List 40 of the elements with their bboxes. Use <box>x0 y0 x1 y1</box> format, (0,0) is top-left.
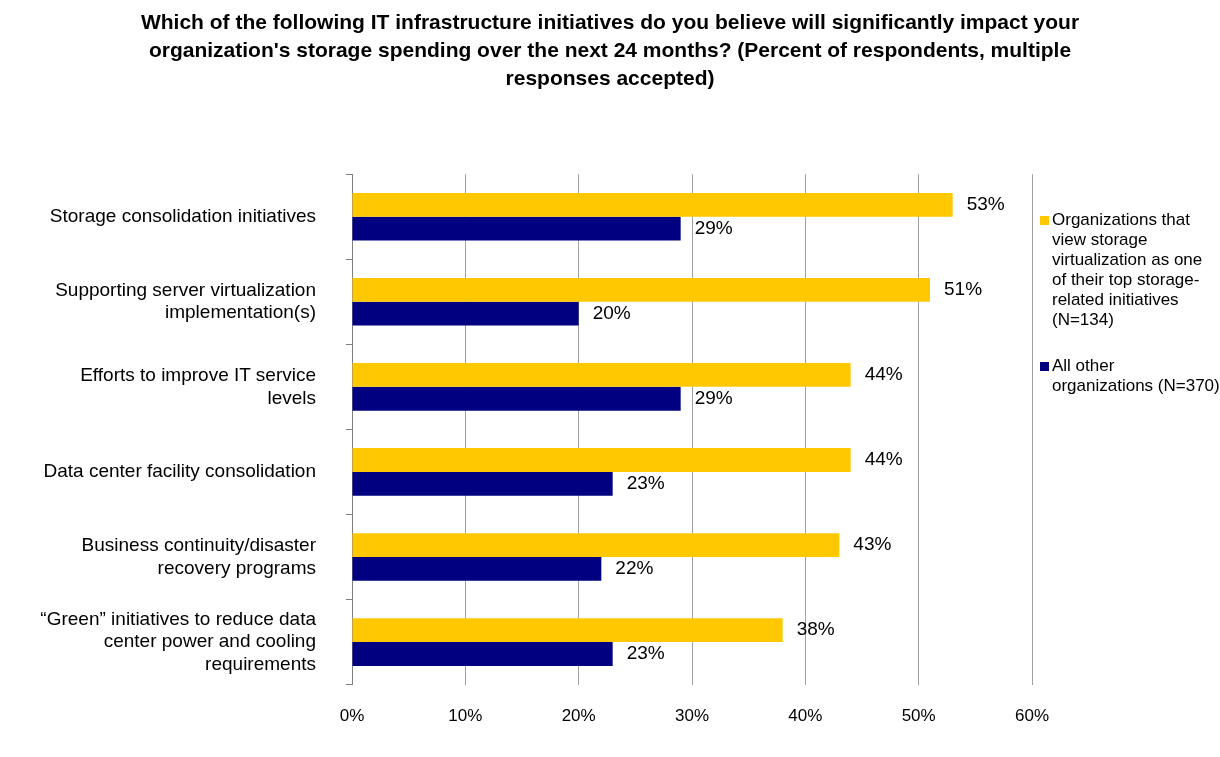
data-label: 53% <box>966 193 1005 215</box>
y-tick-label: Efforts to improve IT service levels <box>80 363 316 408</box>
bar <box>352 471 613 496</box>
legend-label: All other organizations (N=370) <box>1052 356 1220 396</box>
bar <box>352 448 851 472</box>
x-tick-label: 40% <box>788 706 823 726</box>
legend-label: Organizations that view storage virtualization as one of their top storage-related initiatives (N=134) <box>1052 210 1204 330</box>
x-tick-label: 60% <box>1014 706 1050 726</box>
data-label: 22% <box>615 557 654 579</box>
y-tick-label: Data center facility consolidation <box>43 460 316 482</box>
data-label: 29% <box>694 216 733 238</box>
bar <box>352 618 783 643</box>
x-tick-label: 20% <box>561 706 596 726</box>
bar <box>352 277 930 302</box>
bar <box>352 386 681 411</box>
x-tick-label: 50% <box>901 706 936 726</box>
bar <box>352 557 602 581</box>
data-label: 23% <box>626 642 665 664</box>
bar <box>352 192 953 217</box>
bar <box>352 216 681 241</box>
bar <box>352 642 613 666</box>
data-label: 38% <box>796 618 835 640</box>
y-tick-label: “Green” initiatives to reduce data center power and cooling requirements <box>40 607 317 675</box>
data-label: 23% <box>626 472 665 494</box>
data-label: 44% <box>864 448 903 470</box>
data-label: 20% <box>592 301 631 323</box>
data-label: 29% <box>694 387 733 409</box>
y-tick-label: Storage consolidation initiatives <box>49 204 316 226</box>
x-tick-label: 10% <box>448 706 483 726</box>
y-tick-label: Business continuity/disaster recovery programs <box>81 533 317 578</box>
data-label: 43% <box>853 533 892 555</box>
y-tick-label: Supporting server virtualization implementation(s) <box>55 278 316 323</box>
bar <box>352 301 579 326</box>
data-label: 51% <box>944 278 983 300</box>
bar <box>352 533 840 557</box>
bar <box>352 363 851 387</box>
x-tick-label: 30% <box>674 706 710 726</box>
chart-title: Which of the following IT infrastructure initiatives do you believe will significantly impact your organization's storage spending over the next 24 months? (Percent of respondents, multiple responses accepted) <box>139 9 1081 91</box>
data-label: 44% <box>864 363 903 385</box>
x-tick-label: 0% <box>339 706 365 726</box>
